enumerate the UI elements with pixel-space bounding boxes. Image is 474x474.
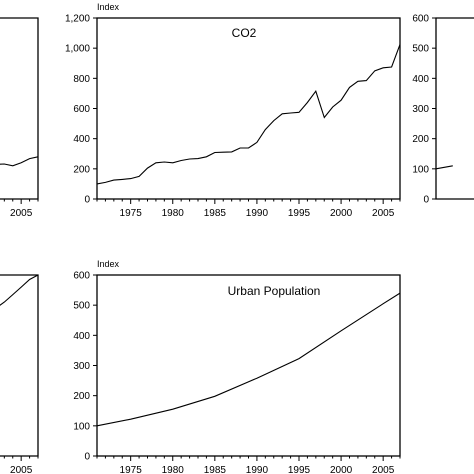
co2-x-tick-label: 2005	[372, 208, 395, 219]
co2-x-tick-label: 1975	[120, 208, 143, 219]
urban-x-tick-label: 1985	[204, 465, 227, 474]
urban-x-tick-label: 1990	[246, 465, 269, 474]
top-right-y-tick-label: 200	[412, 134, 429, 145]
urban-y-tick-label: 600	[73, 271, 90, 282]
urban-y-tick-label: 500	[73, 301, 90, 312]
urban-x-tick-label: 1995	[288, 465, 311, 474]
top-right-y-tick-label: 300	[412, 104, 429, 115]
co2-y-tick-label: 800	[73, 74, 90, 85]
co2-title: CO2	[232, 26, 257, 40]
bottom-left-series-line	[0, 274, 39, 306]
urban-x-tick-label: 2000	[330, 465, 353, 474]
top-right-y-tick-label: 100	[412, 164, 429, 175]
co2-x-tick-label: 1980	[162, 208, 185, 219]
urban-y-tick-label: 0	[84, 452, 90, 463]
co2-y-tick-label: 1,000	[65, 44, 90, 55]
co2-x-tick-label: 2000	[330, 208, 353, 219]
urban-x-tick-label: 2005	[372, 465, 395, 474]
urban-y-tick-label: 400	[73, 331, 90, 342]
urban-plot-frame	[96, 274, 401, 457]
co2-y-tick-label: 0	[84, 195, 90, 206]
top-left-x-tick-label: 2005	[10, 208, 33, 219]
urban-y-tick-label: 300	[73, 361, 90, 372]
panel-urban-population: Index Urban Population 0 100 200 300 400 500 6…	[73, 259, 401, 474]
top-left-series-line	[0, 156, 39, 167]
top-right-series-line	[435, 165, 453, 170]
co2-y-tick-label: 200	[73, 164, 90, 175]
panel-bottom-left-partial: 2005	[0, 274, 39, 474]
top-right-y-tick-label: 400	[412, 74, 429, 85]
urban-x-tick-label: 1975	[120, 465, 143, 474]
urban-series-line	[96, 292, 401, 427]
urban-y-unit-label: Index	[97, 259, 120, 269]
top-right-y-tick-label: 500	[412, 44, 429, 55]
urban-x-tick-label: 1980	[162, 465, 185, 474]
co2-x-tick-label: 1990	[246, 208, 269, 219]
co2-y-unit-label: Index	[97, 2, 120, 12]
top-right-y-tick-label: 600	[412, 14, 429, 25]
co2-y-tick-label: 1,200	[65, 14, 90, 25]
bottom-left-x-tick-label: 2005	[10, 465, 33, 474]
co2-x-tick-label: 1985	[204, 208, 227, 219]
co2-y-tick-label: 600	[73, 104, 90, 115]
panel-top-right-partial: 0 100 200 300 400 500 600	[412, 14, 474, 206]
co2-y-tick-label: 400	[73, 134, 90, 145]
panel-co2: Index CO2 0 200 400 600 800 1,000 1,200 1975 198…	[65, 2, 401, 219]
urban-title: Urban Population	[228, 284, 321, 298]
panel-top-left-partial: 2005	[0, 17, 39, 219]
co2-series-line	[96, 44, 401, 185]
co2-x-tick-label: 1995	[288, 208, 311, 219]
co2-plot-frame	[96, 17, 401, 200]
urban-y-tick-label: 200	[73, 391, 90, 402]
urban-y-tick-label: 100	[73, 421, 90, 432]
top-right-y-tick-label: 0	[423, 195, 429, 206]
